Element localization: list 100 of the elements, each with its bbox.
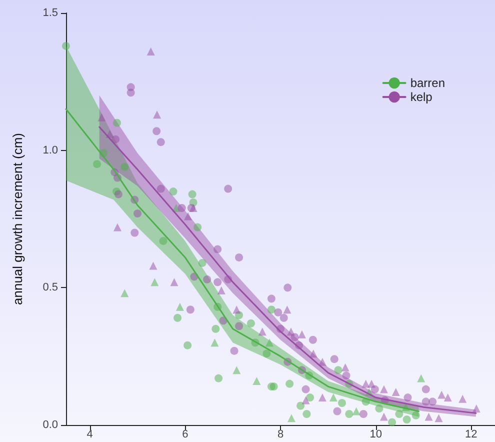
- point: [184, 212, 192, 220]
- point: [345, 410, 354, 418]
- legend-label: barren: [410, 76, 445, 90]
- point: [422, 385, 430, 394]
- point: [308, 336, 317, 344]
- point: [214, 245, 222, 254]
- point: [318, 394, 326, 402]
- point: [302, 396, 310, 404]
- point: [113, 118, 122, 127]
- point: [286, 380, 294, 388]
- point: [286, 328, 295, 336]
- point: [106, 130, 114, 138]
- point: [232, 306, 241, 314]
- point: [258, 328, 266, 336]
- point: [178, 204, 186, 212]
- point: [444, 394, 452, 402]
- point: [152, 127, 161, 136]
- point: [170, 278, 178, 286]
- point: [214, 278, 222, 286]
- point: [428, 398, 437, 406]
- point: [186, 306, 194, 314]
- point: [267, 306, 276, 314]
- point: [333, 407, 342, 416]
- point: [169, 188, 178, 196]
- point: [194, 223, 202, 232]
- point: [156, 184, 165, 193]
- legend-label: kelp: [410, 90, 433, 104]
- point: [424, 412, 433, 421]
- y-tick-label: 0.0: [42, 419, 58, 431]
- y-tick-label: 1.5: [42, 7, 58, 19]
- x-tick-label: 12: [465, 428, 478, 440]
- point: [342, 372, 350, 380]
- point: [188, 190, 196, 198]
- point: [203, 275, 212, 284]
- y-tick-label: 1.0: [42, 144, 58, 156]
- point: [252, 377, 261, 386]
- point: [235, 253, 244, 262]
- point: [176, 302, 184, 311]
- point: [274, 308, 282, 316]
- point: [112, 135, 120, 144]
- point: [434, 414, 443, 422]
- point: [318, 358, 326, 366]
- point: [198, 258, 206, 267]
- point: [113, 223, 122, 232]
- point: [153, 110, 162, 119]
- point: [150, 278, 159, 286]
- point: [210, 338, 219, 347]
- x-tick-label: 4: [86, 428, 93, 440]
- point: [232, 366, 241, 374]
- point: [329, 394, 338, 402]
- point: [134, 210, 142, 218]
- point: [458, 394, 467, 403]
- y-tick-label: 0.5: [42, 282, 58, 294]
- point: [270, 382, 278, 391]
- point: [114, 190, 122, 198]
- point: [338, 399, 346, 408]
- point: [392, 388, 400, 396]
- point: [402, 416, 411, 424]
- point: [120, 289, 129, 298]
- point: [212, 324, 220, 333]
- point: [224, 184, 232, 193]
- point: [217, 286, 226, 294]
- point: [246, 319, 255, 328]
- point: [388, 418, 396, 426]
- point: [472, 404, 480, 413]
- point: [98, 113, 106, 122]
- point: [330, 355, 338, 364]
- point: [266, 338, 274, 347]
- point: [174, 314, 182, 322]
- point: [417, 374, 426, 382]
- point: [146, 47, 155, 56]
- point: [422, 398, 430, 406]
- point: [130, 228, 139, 237]
- point: [352, 407, 360, 416]
- point: [126, 88, 135, 97]
- point: [341, 363, 350, 372]
- point: [184, 341, 192, 350]
- point: [380, 385, 388, 394]
- point: [267, 294, 276, 303]
- point: [149, 262, 158, 270]
- x-tick-label: 10: [370, 428, 382, 440]
- point: [283, 306, 292, 314]
- y-axis-title: annual growth increment (cm): [10, 133, 25, 305]
- point: [214, 374, 223, 382]
- point: [230, 346, 238, 355]
- point: [404, 394, 412, 402]
- point: [438, 390, 446, 399]
- point: [302, 385, 310, 394]
- point: [412, 411, 420, 420]
- point: [375, 404, 384, 413]
- point: [284, 284, 292, 292]
- point: [359, 410, 368, 418]
- point: [280, 314, 288, 322]
- point: [156, 138, 165, 146]
- point: [309, 350, 318, 358]
- point: [235, 322, 244, 330]
- point: [296, 402, 305, 410]
- point: [298, 330, 306, 338]
- point: [362, 380, 370, 388]
- x-tick-label: 8: [277, 428, 284, 440]
